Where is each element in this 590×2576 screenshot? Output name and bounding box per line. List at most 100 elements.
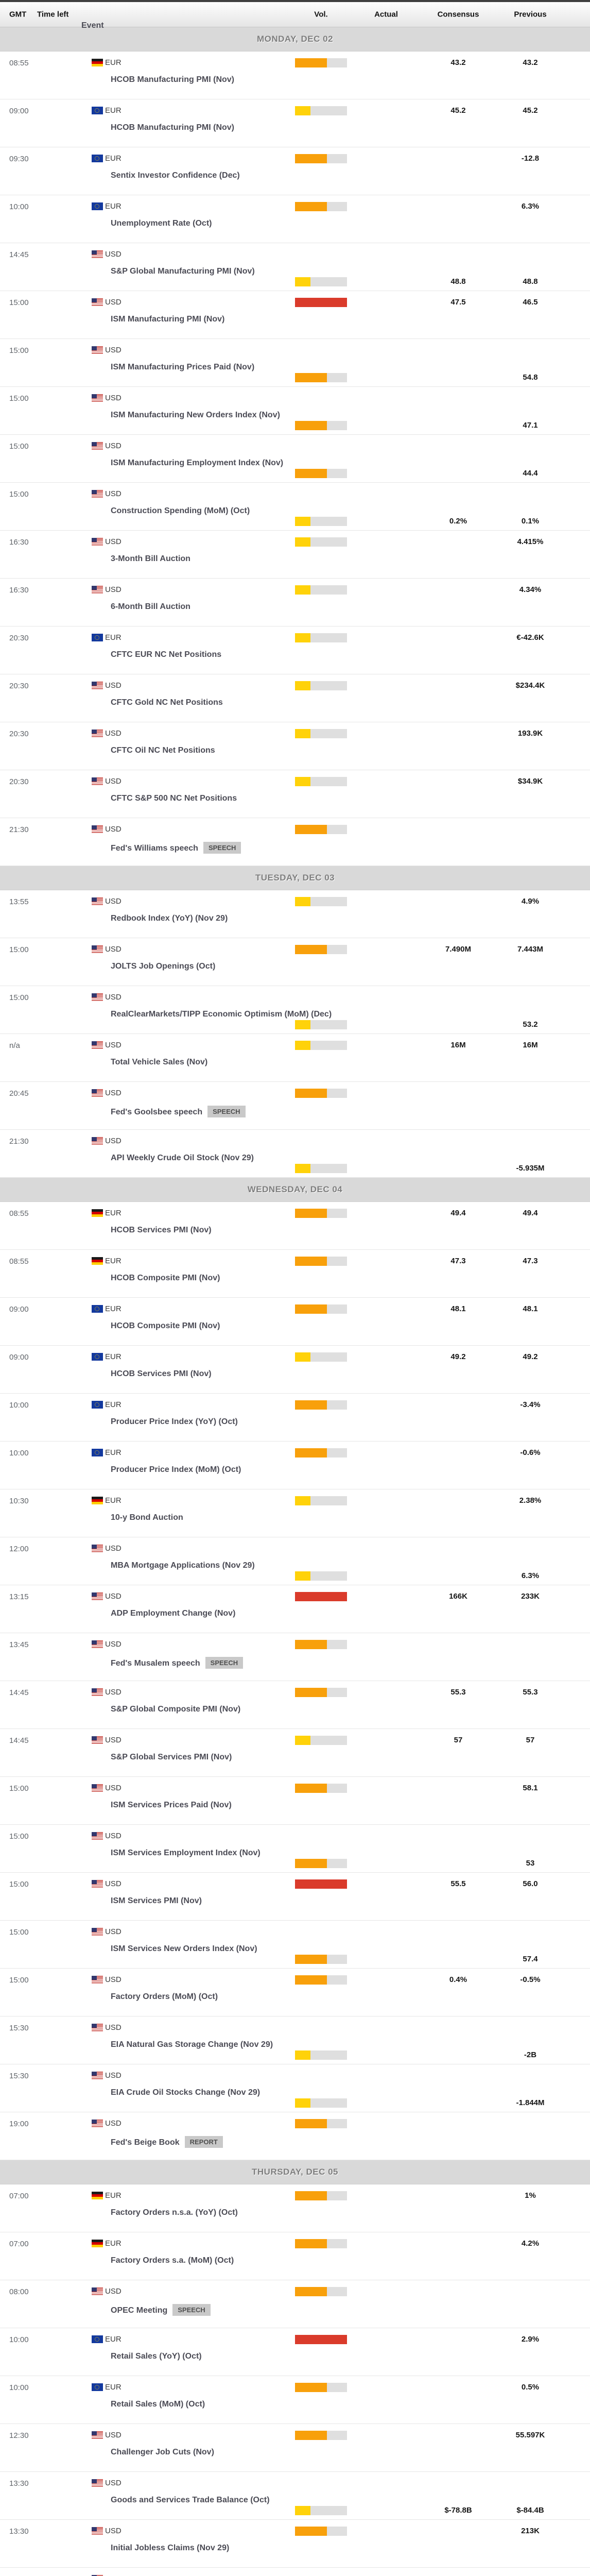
column-header-previous: Previous [514, 10, 547, 19]
event-row[interactable]: 15:00 USD ISM Services Employment Index (N… [0, 1825, 590, 1873]
volatility-bar [295, 945, 347, 954]
us-flag-icon [92, 2527, 103, 2535]
us-flag-icon [92, 2072, 103, 2079]
germany-flag-icon [92, 1209, 103, 1217]
event-name: HCOB Composite PMI (Nov) [111, 1274, 220, 1282]
volatility-fill [295, 1784, 327, 1793]
event-row[interactable]: 10:00 EUR Producer Price Index (YoY) (Oct)… [0, 1394, 590, 1442]
consensus-value: 47.3 [450, 1257, 466, 1265]
event-name: Redbook Index (YoY) (Nov 29) [111, 914, 228, 923]
event-row[interactable]: 13:30 USD Initial Jobless Claims (Nov 29) 2… [0, 2520, 590, 2568]
event-row[interactable]: 20:45 USD Fed's Goolsbee speech SPEECH [0, 1082, 590, 1130]
us-flag-icon [92, 1976, 103, 1984]
event-time: 20:30 [9, 682, 29, 690]
currency-label: EUR [105, 1496, 122, 1505]
row-values: 47.3 47.3 [0, 1257, 590, 1266]
event-row[interactable]: 16:30 USD 6-Month Bill Auction 4.34% [0, 579, 590, 626]
previous-value: 4.34% [519, 585, 542, 594]
event-row[interactable]: 15:00 USD JOLTS Job Openings (Oct) 7.490M 7.… [0, 938, 590, 986]
event-row[interactable]: 09:30 EUR Sentix Investor Confidence (Dec)… [0, 147, 590, 195]
event-name: 6-Month Bill Auction [111, 602, 190, 611]
event-row[interactable]: 15:00 USD RealClearMarkets/TIPP Economic O… [0, 986, 590, 1034]
volatility-bar [295, 1448, 347, 1458]
previous-value: 54.8 [523, 373, 538, 382]
event-row[interactable]: 15:30 USD EIA Natural Gas Storage Change (… [0, 2016, 590, 2064]
event-row[interactable]: 21:30 USD API Weekly Crude Oil Stock (Nov … [0, 1130, 590, 1178]
event-row[interactable]: 15:00 USD ISM Manufacturing New Orders Ind… [0, 387, 590, 435]
event-row[interactable]: 20:30 USD CFTC Oil NC Net Positions 193.9K [0, 722, 590, 770]
event-row[interactable]: 08:55 EUR HCOB Services PMI (Nov) 49.4 49.4 [0, 1202, 590, 1250]
volatility-fill [295, 2239, 327, 2248]
event-row[interactable]: n/a USD Total Vehicle Sales (Nov) 16M 16M [0, 1034, 590, 1082]
event-name: ISM Manufacturing PMI (Nov) [111, 315, 225, 324]
event-time: 15:00 [9, 346, 29, 355]
event-name: Fed's Goolsbee speech SPEECH [111, 1106, 246, 1117]
event-row[interactable]: 12:00 USD MBA Mortgage Applications (Nov 2… [0, 1537, 590, 1585]
event-row[interactable]: 15:00 USD Construction Spending (MoM) (Oct… [0, 483, 590, 531]
volatility-bar [295, 1592, 347, 1601]
event-row[interactable]: 10:00 EUR Retail Sales (YoY) (Oct) 2.9% [0, 2328, 590, 2376]
event-row[interactable]: 13:15 USD ADP Employment Change (Nov) 166K 2… [0, 1585, 590, 1633]
us-flag-icon [92, 2479, 103, 2487]
previous-value: -5.935M [516, 1164, 545, 1173]
event-row[interactable]: 15:00 USD ISM Manufacturing Prices Paid (N… [0, 339, 590, 387]
event-row[interactable]: 15:00 USD ISM Services PMI (Nov) 55.5 56.0 [0, 1873, 590, 1921]
volatility-fill [295, 945, 327, 954]
event-row[interactable]: 16:30 USD 3-Month Bill Auction 4.415% [0, 531, 590, 579]
event-row[interactable]: 19:00 USD Fed's Beige Book REPORT [0, 2112, 590, 2160]
germany-flag-icon [92, 2192, 103, 2199]
volatility-bar [295, 1041, 347, 1050]
event-type-badge: SPEECH [207, 1106, 246, 1117]
event-row[interactable]: 09:00 EUR HCOB Manufacturing PMI (Nov) 45.2… [0, 99, 590, 147]
event-row[interactable]: 15:00 USD ISM Services Prices Paid (Nov) 58… [0, 1777, 590, 1825]
row-values [0, 2287, 590, 2296]
previous-value: -0.5% [520, 1975, 541, 1984]
volatility-bar [295, 421, 347, 430]
event-row[interactable]: 20:30 USD CFTC Gold NC Net Positions $234.4… [0, 674, 590, 722]
event-row[interactable]: 09:00 EUR HCOB Services PMI (Nov) 49.2 49.2 [0, 1346, 590, 1394]
event-row[interactable]: 13:45 USD Fed's Musalem speech SPEECH [0, 1633, 590, 1681]
event-row[interactable]: 14:45 USD S&P Global Composite PMI (Nov) 55… [0, 1681, 590, 1729]
event-row[interactable]: 08:55 EUR HCOB Manufacturing PMI (Nov) 43.2… [0, 52, 590, 99]
day-header: MONDAY, DEC 02 [0, 27, 590, 52]
event-row[interactable]: 08:00 USD OPEC Meeting SPEECH [0, 2280, 590, 2328]
event-time: 15:00 [9, 1880, 29, 1889]
row-values: 48.1 48.1 [0, 1304, 590, 1314]
event-name: Total Vehicle Sales (Nov) [111, 1058, 208, 1066]
event-time: n/a [9, 1041, 20, 1050]
event-row[interactable]: 07:00 EUR Factory Orders s.a. (MoM) (Oct) 4… [0, 2232, 590, 2280]
event-row[interactable]: 10:30 EUR 10-y Bond Auction 2.38% [0, 1489, 590, 1537]
row-values [0, 1640, 590, 1649]
event-row[interactable]: 09:00 EUR HCOB Composite PMI (Nov) 48.1 48.1 [0, 1298, 590, 1346]
volatility-fill [295, 1955, 327, 1964]
event-row[interactable]: 15:00 USD Factory Orders (MoM) (Oct) 0.4% -0… [0, 1969, 590, 2016]
event-row[interactable]: 15:00 USD ISM Manufacturing PMI (Nov) 47.5 4… [0, 291, 590, 339]
event-row[interactable]: 15:30 USD EIA Crude Oil Stocks Change (Nov… [0, 2064, 590, 2112]
event-row[interactable]: 10:00 EUR Retail Sales (MoM) (Oct) 0.5% [0, 2376, 590, 2424]
consensus-value: 16M [450, 1041, 466, 1049]
event-row[interactable]: 07:00 EUR Factory Orders n.s.a. (YoY) (Oct… [0, 2184, 590, 2232]
row-values: 55.597K [0, 2431, 590, 2440]
event-row[interactable]: 15:00 USD ISM Manufacturing Employment Ind… [0, 435, 590, 483]
previous-value: -3.4% [520, 1400, 541, 1409]
event-row[interactable]: 14:45 USD S&P Global Manufacturing PMI (No… [0, 243, 590, 291]
us-flag-icon [92, 490, 103, 498]
row-values [0, 2119, 590, 2128]
event-row[interactable]: 14:45 USD S&P Global Services PMI (Nov) 57 5… [0, 1729, 590, 1777]
event-row[interactable]: 20:30 USD CFTC S&P 500 NC Net Positions $34… [0, 770, 590, 818]
previous-value: 48.8 [523, 277, 538, 286]
event-row[interactable]: 21:30 USD Fed's Williams speech SPEECH [0, 818, 590, 866]
event-row[interactable]: 12:30 USD Challenger Job Cuts (Nov) 55.597K [0, 2424, 590, 2472]
event-row[interactable]: 10:00 EUR Unemployment Rate (Oct) 6.3% [0, 195, 590, 243]
event-row[interactable]: 10:00 EUR Producer Price Index (MoM) (Oct)… [0, 1442, 590, 1489]
event-row[interactable]: 20:30 EUR CFTC EUR NC Net Positions €-42.6K [0, 626, 590, 674]
event-time: 13:30 [9, 2527, 29, 2536]
event-time: 14:45 [9, 250, 29, 259]
currency-label: USD [105, 489, 122, 498]
event-row[interactable]: 13:55 USD Redbook Index (YoY) (Nov 29) 4.9% [0, 890, 590, 938]
event-row[interactable]: 13:30 USD Goods and Services Trade Balance… [0, 2472, 590, 2520]
volatility-bar [295, 2383, 347, 2392]
event-row[interactable]: 08:55 EUR HCOB Composite PMI (Nov) 47.3 47.3 [0, 1250, 590, 1298]
event-row[interactable]: 15:00 USD ISM Services New Orders Index (N… [0, 1921, 590, 1969]
